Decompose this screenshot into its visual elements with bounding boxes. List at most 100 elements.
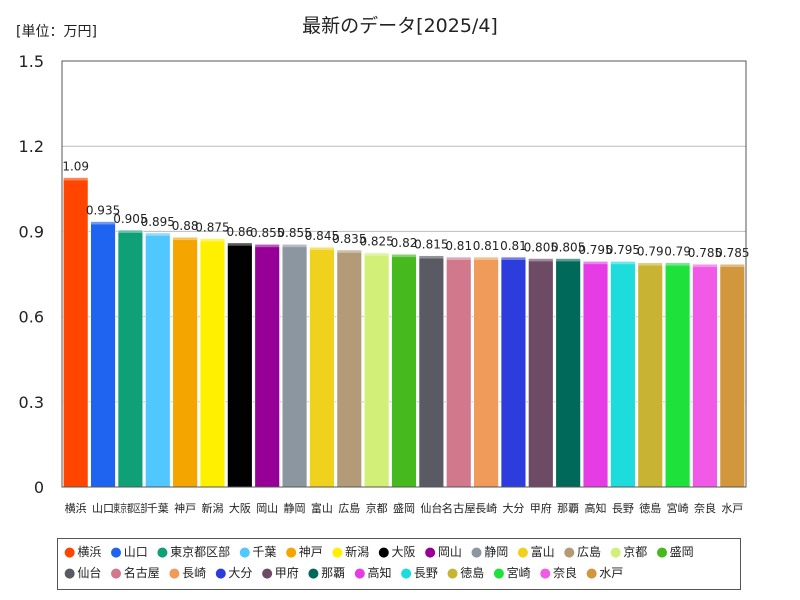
- legend-label: 横浜: [77, 545, 102, 559]
- x-tick-label: 京都: [366, 501, 388, 515]
- bar-11: [363, 252, 390, 488]
- legend-label: 東京都区部: [170, 545, 231, 559]
- legend-swatch: ●: [563, 545, 575, 560]
- legend-label: 水戸: [599, 566, 624, 580]
- legend-label: 広島: [576, 545, 601, 559]
- x-tick-label: 盛岡: [393, 501, 415, 515]
- y-tick-label: 0.9: [19, 222, 44, 241]
- legend-label: 奈良: [552, 566, 577, 580]
- legend-label: 富山: [530, 545, 555, 559]
- data-label: 0.795: [606, 243, 640, 257]
- data-label: 0.825: [359, 235, 393, 249]
- bar-22: [664, 262, 691, 488]
- bar-highlight: [63, 177, 89, 181]
- legend-item: ● 盛岡: [656, 542, 693, 563]
- y-tick-label: 0.3: [19, 393, 44, 412]
- x-tick-label: 横浜: [65, 501, 87, 515]
- legend-label: 徳島: [460, 566, 485, 580]
- legend-item: ● 長崎: [169, 563, 206, 584]
- data-label: 0.81: [473, 239, 500, 253]
- legend-swatch: ●: [354, 566, 366, 581]
- y-tick-label: 0: [34, 478, 44, 497]
- legend-swatch: ●: [110, 545, 122, 560]
- bar-15: [473, 256, 499, 488]
- legend-item: ● 千葉: [239, 542, 276, 563]
- legend-label: 長野: [413, 566, 438, 580]
- x-tick-label: 大分: [502, 501, 524, 515]
- y-tick-label: 1.2: [19, 137, 44, 156]
- data-label: 0.88: [172, 219, 199, 233]
- bar-23: [692, 263, 718, 488]
- legend-swatch: ●: [331, 545, 344, 560]
- bar-highlight: [336, 249, 362, 253]
- bar-highlight: [719, 264, 745, 268]
- x-tick-label: 富山: [311, 501, 333, 515]
- bar-21: [637, 262, 664, 488]
- data-label: 0.805: [551, 240, 585, 254]
- data-label: 0.905: [113, 212, 147, 226]
- legend-swatch: ●: [156, 545, 169, 560]
- legend-swatch: ●: [446, 566, 459, 581]
- x-tick-label: 静岡: [284, 501, 306, 515]
- legend-swatch: ●: [539, 566, 551, 581]
- legend-label: 岡山: [437, 545, 462, 559]
- legend-swatch: ●: [470, 545, 483, 560]
- bar-0: [62, 177, 89, 488]
- bar-17: [527, 257, 554, 488]
- legend-item: ● 神戸: [285, 542, 322, 563]
- x-tick-label: 甲府: [530, 501, 552, 515]
- data-label: 1.09: [62, 159, 89, 173]
- x-tick-label: 那覇: [557, 502, 579, 515]
- bar-9: [309, 246, 335, 488]
- legend-label: 神戸: [298, 545, 323, 559]
- x-tick-label: 東京都区部: [113, 501, 147, 515]
- bar-highlight: [200, 238, 225, 242]
- x-tick-label: 宮崎: [667, 501, 689, 515]
- bar-highlight: [637, 262, 663, 266]
- x-tick-label: 岡山: [256, 502, 278, 515]
- x-tick-label: 山口: [92, 502, 114, 515]
- data-label: 0.855: [277, 226, 311, 240]
- bar-13: [418, 255, 445, 488]
- legend-label: 新潟: [345, 545, 370, 559]
- x-tick-label: 名古屋: [442, 501, 476, 515]
- x-tick-label: 長崎: [475, 501, 497, 515]
- legend-label: 高知: [367, 566, 392, 580]
- legend-item: ● 大阪: [378, 542, 415, 563]
- legend-item: ● 宮崎: [493, 563, 530, 584]
- bar-16: [500, 256, 527, 488]
- data-label: 0.835: [332, 232, 366, 246]
- bar-highlight: [555, 258, 581, 262]
- legend-label: 長崎: [182, 566, 207, 580]
- data-label: 0.81: [445, 239, 472, 253]
- bar-8: [281, 243, 308, 488]
- legend-swatch: ●: [215, 566, 227, 581]
- legend-swatch: ●: [285, 545, 297, 560]
- bar-highlight: [391, 254, 417, 258]
- bar-10: [336, 249, 363, 488]
- x-tick-label: 長野: [612, 502, 634, 515]
- bar-highlight: [528, 258, 554, 262]
- bar-4: [172, 236, 198, 488]
- data-label: 0.81: [500, 239, 527, 253]
- x-tick-label: 神戸: [174, 501, 196, 515]
- x-tick-label: 仙台: [420, 501, 442, 515]
- x-tick-label: 奈良: [694, 501, 716, 515]
- legend-label: 名古屋: [123, 566, 160, 580]
- x-tick-label: 徳島: [639, 501, 661, 515]
- bar-highlight: [227, 242, 253, 246]
- legend-swatch: ●: [110, 566, 122, 581]
- legend-label: 大阪: [391, 545, 416, 559]
- data-label: 0.86: [226, 225, 253, 239]
- data-label: 0.895: [141, 215, 175, 229]
- legend-item: ● 那覇: [308, 563, 345, 584]
- unit-label: [単位：万円]: [16, 24, 97, 40]
- legend-swatch: ●: [307, 566, 320, 581]
- bar-19: [582, 260, 609, 488]
- legend-item: ● 東京都区部: [157, 542, 230, 563]
- legend-item: ● 広島: [564, 542, 601, 563]
- y-axis-ticks: 0 0.3 0.6 0.9 1.2 1.5: [19, 52, 44, 497]
- legend-swatch: ●: [64, 545, 76, 560]
- legend-swatch: ●: [261, 566, 273, 581]
